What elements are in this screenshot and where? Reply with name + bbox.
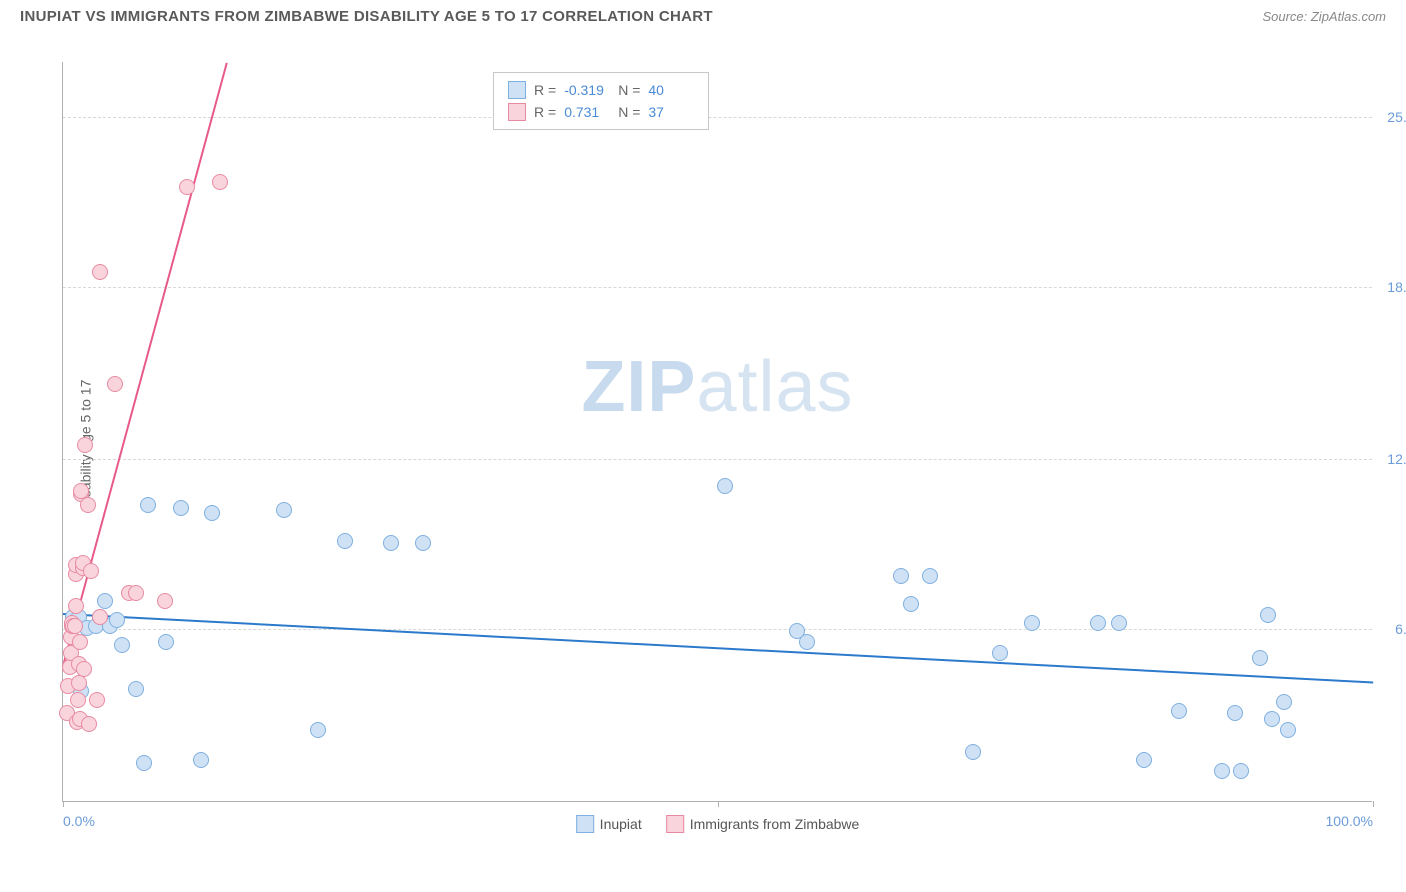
x-tick: [63, 801, 64, 807]
n-label: N =: [618, 82, 640, 98]
gridline: [63, 117, 1372, 118]
scatter-point: [128, 585, 144, 601]
scatter-point: [173, 500, 189, 516]
scatter-point: [68, 598, 84, 614]
scatter-point: [415, 535, 431, 551]
swatch-series2: [508, 103, 526, 121]
scatter-point: [1280, 722, 1296, 738]
x-tick-label: 0.0%: [63, 813, 95, 829]
n-label: N =: [618, 104, 640, 120]
scatter-point: [128, 681, 144, 697]
scatter-point: [83, 563, 99, 579]
scatter-point: [1276, 694, 1292, 710]
scatter-point: [337, 533, 353, 549]
scatter-point: [204, 505, 220, 521]
scatter-point: [903, 596, 919, 612]
y-tick-label: 12.5%: [1387, 451, 1406, 467]
x-tick: [1373, 801, 1374, 807]
scatter-point: [1214, 763, 1230, 779]
scatter-point: [92, 264, 108, 280]
trendline-series1: [63, 613, 1373, 684]
scatter-point: [1260, 607, 1276, 623]
scatter-point: [383, 535, 399, 551]
legend-label-series2: Immigrants from Zimbabwe: [690, 816, 860, 832]
y-tick-label: 25.0%: [1387, 109, 1406, 125]
plot-area: ZIPatlas 6.3%12.5%18.8%25.0% 0.0%100.0% …: [62, 62, 1372, 802]
scatter-point: [157, 593, 173, 609]
scatter-point: [89, 692, 105, 708]
watermark-light: atlas: [696, 347, 853, 427]
scatter-point: [212, 174, 228, 190]
r-label: R =: [534, 82, 556, 98]
y-tick-label: 6.3%: [1395, 621, 1406, 637]
scatter-point: [109, 612, 125, 628]
legend-swatch-series2: [666, 815, 684, 833]
chart-title: INUPIAT VS IMMIGRANTS FROM ZIMBABWE DISA…: [20, 8, 713, 25]
gridline: [63, 629, 1372, 630]
scatter-point: [922, 568, 938, 584]
scatter-point: [136, 755, 152, 771]
stats-row-series1: R = -0.319 N = 40: [508, 79, 694, 101]
scatter-point: [276, 502, 292, 518]
scatter-point: [77, 437, 93, 453]
scatter-point: [107, 376, 123, 392]
scatter-point: [893, 568, 909, 584]
scatter-point: [72, 634, 88, 650]
scatter-point: [67, 618, 83, 634]
n-value-series2: 37: [648, 104, 694, 120]
r-value-series1: -0.319: [564, 82, 610, 98]
scatter-point: [1090, 615, 1106, 631]
correlation-stats-box: R = -0.319 N = 40 R = 0.731 N = 37: [493, 72, 709, 130]
y-tick-label: 18.8%: [1387, 279, 1406, 295]
scatter-point: [799, 634, 815, 650]
scatter-point: [1252, 650, 1268, 666]
legend-label-series1: Inupiat: [600, 816, 642, 832]
source-label: Source: ZipAtlas.com: [1262, 9, 1386, 24]
scatter-point: [310, 722, 326, 738]
legend-item-series1: Inupiat: [576, 815, 642, 833]
r-label: R =: [534, 104, 556, 120]
scatter-point: [179, 179, 195, 195]
scatter-point: [114, 637, 130, 653]
scatter-point: [70, 692, 86, 708]
legend-item-series2: Immigrants from Zimbabwe: [666, 815, 860, 833]
legend: Inupiat Immigrants from Zimbabwe: [576, 815, 860, 833]
scatter-point: [992, 645, 1008, 661]
r-value-series2: 0.731: [564, 104, 610, 120]
scatter-point: [1171, 703, 1187, 719]
scatter-point: [1111, 615, 1127, 631]
watermark: ZIPatlas: [581, 346, 853, 428]
scatter-point: [158, 634, 174, 650]
scatter-point: [71, 675, 87, 691]
chart-container: Disability Age 5 to 17 ZIPatlas 6.3%12.5…: [50, 50, 1386, 840]
scatter-point: [97, 593, 113, 609]
scatter-point: [1136, 752, 1152, 768]
scatter-point: [76, 661, 92, 677]
legend-swatch-series1: [576, 815, 594, 833]
n-value-series1: 40: [648, 82, 694, 98]
watermark-bold: ZIP: [581, 347, 696, 427]
scatter-point: [193, 752, 209, 768]
gridline: [63, 459, 1372, 460]
scatter-point: [1227, 705, 1243, 721]
scatter-point: [1264, 711, 1280, 727]
stats-row-series2: R = 0.731 N = 37: [508, 101, 694, 123]
scatter-point: [1024, 615, 1040, 631]
swatch-series1: [508, 81, 526, 99]
x-tick-label: 100.0%: [1326, 813, 1373, 829]
scatter-point: [965, 744, 981, 760]
x-tick: [718, 801, 719, 807]
gridline: [63, 287, 1372, 288]
scatter-point: [81, 716, 97, 732]
scatter-point: [80, 497, 96, 513]
scatter-point: [717, 478, 733, 494]
scatter-point: [140, 497, 156, 513]
scatter-point: [92, 609, 108, 625]
scatter-point: [1233, 763, 1249, 779]
